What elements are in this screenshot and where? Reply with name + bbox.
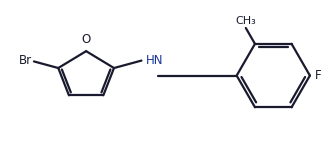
Text: F: F (315, 69, 322, 82)
Text: Br: Br (19, 54, 32, 67)
Text: HN: HN (145, 54, 163, 67)
Text: CH₃: CH₃ (236, 16, 257, 26)
Text: O: O (81, 33, 90, 46)
